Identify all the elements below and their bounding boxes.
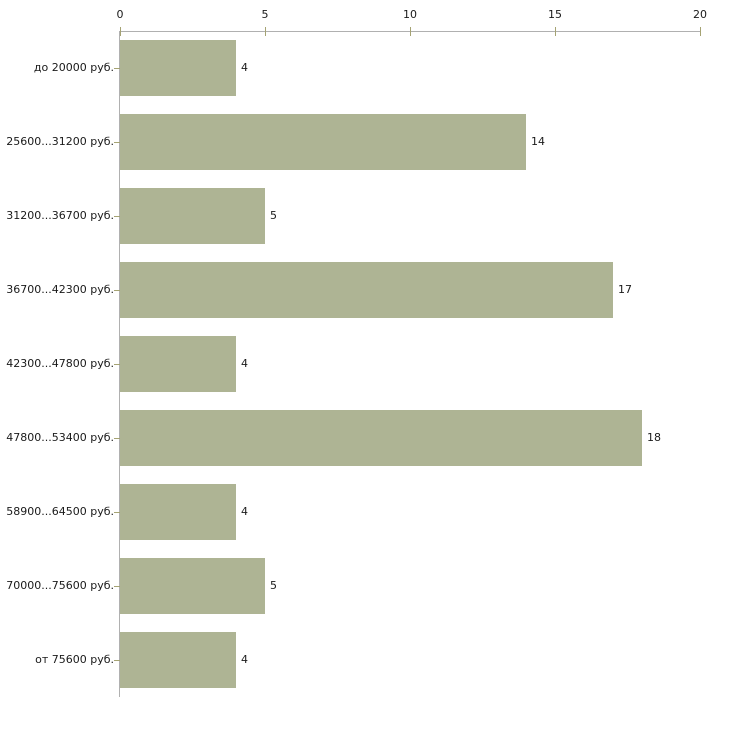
bar <box>120 336 236 392</box>
bar-value-label: 17 <box>618 283 632 296</box>
y-axis-tick <box>114 290 120 291</box>
x-axis-tick <box>700 27 701 36</box>
bar <box>120 188 265 244</box>
category-label: от 75600 руб. <box>35 653 114 666</box>
x-axis-tick <box>265 27 266 36</box>
x-axis-tick-label: 15 <box>548 8 562 21</box>
bar-value-label: 5 <box>270 579 277 592</box>
bar <box>120 40 236 96</box>
bar-value-label: 4 <box>241 61 248 74</box>
bar-value-label: 5 <box>270 209 277 222</box>
y-axis-tick <box>114 586 120 587</box>
x-axis-tick <box>555 27 556 36</box>
bar-value-label: 14 <box>531 135 545 148</box>
bar <box>120 410 642 466</box>
x-axis-tick-label: 10 <box>403 8 417 21</box>
bar-value-label: 4 <box>241 357 248 370</box>
bar-value-label: 4 <box>241 653 248 666</box>
category-label: до 20000 руб. <box>33 61 114 74</box>
y-axis-tick <box>114 364 120 365</box>
category-label: 47800...53400 руб. <box>6 431 114 444</box>
x-axis-tick-label: 20 <box>693 8 707 21</box>
category-label: 25600...31200 руб. <box>6 135 114 148</box>
category-label: 31200...36700 руб. <box>6 209 114 222</box>
x-axis-tick <box>410 27 411 36</box>
y-axis-tick <box>114 438 120 439</box>
bar <box>120 558 265 614</box>
y-axis-tick <box>114 216 120 217</box>
y-axis-tick <box>114 660 120 661</box>
bar <box>120 114 526 170</box>
category-label: 70000...75600 руб. <box>6 579 114 592</box>
x-axis-tick-label: 0 <box>116 8 124 21</box>
category-label: 36700...42300 руб. <box>6 283 114 296</box>
bar <box>120 262 613 318</box>
y-axis-tick <box>114 68 120 69</box>
y-axis-tick <box>114 142 120 143</box>
bar <box>120 484 236 540</box>
category-label: 58900...64500 руб. <box>6 505 114 518</box>
x-axis-tick <box>120 27 121 36</box>
y-axis-tick <box>114 512 120 513</box>
bar <box>120 632 236 688</box>
x-axis-tick-label: 5 <box>261 8 269 21</box>
bar-value-label: 18 <box>647 431 661 444</box>
bar-value-label: 4 <box>241 505 248 518</box>
category-label: 42300...47800 руб. <box>6 357 114 370</box>
